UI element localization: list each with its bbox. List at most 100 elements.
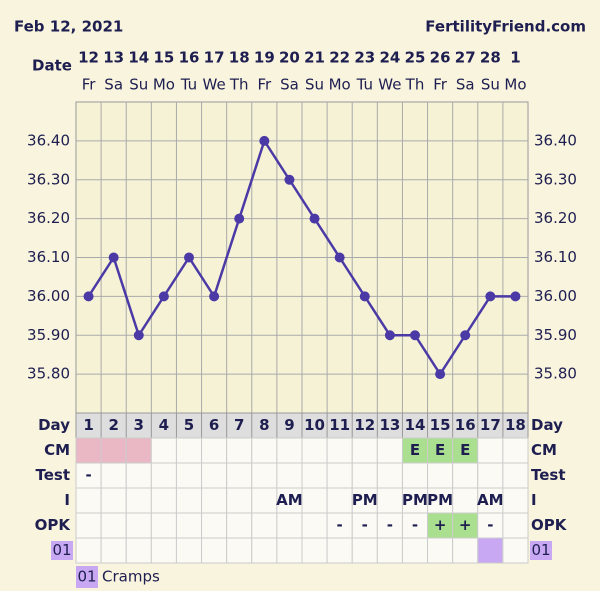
table-cell bbox=[452, 462, 479, 489]
table-cell bbox=[301, 512, 328, 539]
cell-value: AM bbox=[477, 491, 504, 509]
temperature-point bbox=[359, 291, 370, 302]
date-row-label: Date bbox=[32, 57, 72, 75]
cell-value: PM bbox=[427, 491, 453, 509]
cycle-day: 6 bbox=[209, 416, 219, 434]
table-cell bbox=[351, 462, 378, 489]
row-label: OPK bbox=[35, 516, 72, 534]
y-tick-label-right: 36.40 bbox=[534, 131, 577, 149]
table-cell bbox=[201, 512, 228, 539]
table-cell bbox=[75, 512, 102, 539]
temperature-point bbox=[435, 369, 446, 380]
date-label: 14 bbox=[128, 49, 149, 67]
cell-value: PM bbox=[402, 491, 428, 509]
row-label: CM bbox=[44, 441, 70, 459]
temperature-point bbox=[83, 291, 94, 302]
table-cell bbox=[502, 487, 529, 514]
date-label: 22 bbox=[329, 49, 350, 67]
table-cell bbox=[125, 537, 152, 564]
weekday-label: Fr bbox=[82, 76, 97, 94]
table-cell bbox=[276, 462, 303, 489]
date-label: 27 bbox=[455, 49, 476, 67]
weekday-label: Th bbox=[405, 76, 425, 94]
table-cell bbox=[452, 537, 479, 564]
date-label: 25 bbox=[405, 49, 426, 67]
table-cell bbox=[150, 512, 177, 539]
weekday-label: Su bbox=[129, 76, 148, 94]
table-cell bbox=[502, 512, 529, 539]
table-cell bbox=[376, 437, 403, 464]
table-cell bbox=[376, 487, 403, 514]
table-cell bbox=[125, 487, 152, 514]
cell-value: E bbox=[435, 441, 445, 459]
cell-value: E bbox=[410, 441, 420, 459]
table-cell bbox=[175, 512, 203, 539]
date-label: 1 bbox=[510, 49, 520, 67]
table-cell bbox=[301, 537, 328, 564]
table-cell bbox=[251, 512, 278, 539]
temperature-point bbox=[133, 330, 144, 341]
table-cell bbox=[276, 512, 303, 539]
cycle-day: 7 bbox=[234, 416, 244, 434]
y-tick-label-right: 35.80 bbox=[534, 365, 577, 383]
temperature-point bbox=[158, 291, 169, 302]
cycle-day: 14 bbox=[405, 416, 426, 434]
cell-value: PM bbox=[352, 491, 378, 509]
weekday-label: Th bbox=[229, 76, 249, 94]
temperature-point bbox=[209, 291, 220, 302]
table-cell bbox=[201, 437, 228, 464]
table-cell bbox=[401, 462, 429, 489]
cycle-day: 3 bbox=[134, 416, 144, 434]
weekday-label: Mo bbox=[504, 76, 526, 94]
y-tick-label: 35.90 bbox=[27, 326, 70, 344]
table-cell bbox=[326, 537, 353, 564]
date-label: 28 bbox=[480, 49, 501, 67]
row-code-bg-right bbox=[530, 541, 552, 560]
table-cell bbox=[75, 537, 102, 564]
cycle-day: 2 bbox=[108, 416, 118, 434]
y-tick-label-right: 36.30 bbox=[534, 170, 577, 188]
table-cell bbox=[100, 437, 127, 464]
cell-value: + bbox=[434, 516, 447, 534]
temperature-point bbox=[108, 252, 119, 263]
table-cell bbox=[125, 462, 152, 489]
y-tick-label: 36.10 bbox=[27, 248, 70, 266]
row-label-right: CM bbox=[531, 441, 557, 459]
table-cell bbox=[226, 512, 253, 539]
date-label: 18 bbox=[229, 49, 250, 67]
date-label: 26 bbox=[430, 49, 451, 67]
table-cell bbox=[326, 437, 353, 464]
cycle-day: 16 bbox=[455, 416, 476, 434]
cycle-day: 1 bbox=[83, 416, 93, 434]
table-cell bbox=[276, 437, 303, 464]
date-label: 21 bbox=[304, 49, 325, 67]
table-cell bbox=[226, 487, 253, 514]
y-tick-label-right: 36.10 bbox=[534, 248, 577, 266]
table-cell bbox=[301, 462, 328, 489]
temperature-point bbox=[334, 252, 345, 263]
weekday-label: Mo bbox=[329, 76, 351, 94]
weekday-label: Fr bbox=[257, 76, 272, 94]
temperature-point bbox=[485, 291, 496, 302]
date-label: 16 bbox=[179, 49, 200, 67]
table-cell bbox=[125, 512, 152, 539]
table-cell bbox=[401, 512, 429, 539]
table-cell bbox=[226, 437, 253, 464]
legend-code: 01 bbox=[77, 568, 96, 586]
chart-date: Feb 12, 2021 bbox=[14, 18, 123, 36]
table-cell bbox=[150, 462, 177, 489]
temperature-point bbox=[309, 213, 320, 224]
y-tick-label: 35.80 bbox=[27, 365, 70, 383]
temperature-point bbox=[510, 291, 521, 302]
table-cell bbox=[150, 537, 177, 564]
table-cell bbox=[251, 437, 278, 464]
table-cell bbox=[326, 487, 353, 514]
table-cell bbox=[75, 487, 102, 514]
y-tick-label-right: 36.20 bbox=[534, 209, 577, 227]
cycle-day: 4 bbox=[159, 416, 169, 434]
table-cell bbox=[351, 487, 378, 514]
temperature-point bbox=[234, 213, 245, 224]
table-cell bbox=[75, 437, 102, 464]
weekday-label: Tu bbox=[180, 76, 197, 94]
table-cell bbox=[251, 537, 278, 564]
